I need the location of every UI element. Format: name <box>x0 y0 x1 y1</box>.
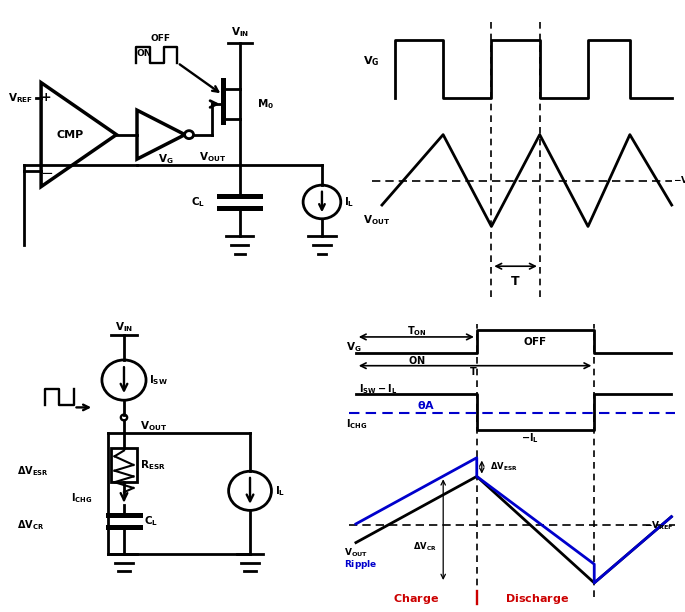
Text: $\mathbf{-I_L}$: $\mathbf{-I_L}$ <box>521 431 540 444</box>
Text: $\mathbf{-V_{REF}}$: $\mathbf{-V_{REF}}$ <box>673 174 685 187</box>
Text: CMP: CMP <box>57 130 84 140</box>
Text: $\mathbf{V_{OUT}}$: $\mathbf{V_{OUT}}$ <box>344 547 368 559</box>
Text: $\mathbf{V_{OUT}}$: $\mathbf{V_{OUT}}$ <box>362 214 390 227</box>
Text: $\mathbf{V_{REF}}$: $\mathbf{V_{REF}}$ <box>8 91 32 105</box>
Text: $\mathbf{C_L}$: $\mathbf{C_L}$ <box>145 514 158 528</box>
Text: $\mathbf{V_{OUT}}$: $\mathbf{V_{OUT}}$ <box>199 151 226 165</box>
Text: $\mathbf{I_{SW}-I_L}$: $\mathbf{I_{SW}-I_L}$ <box>359 382 397 395</box>
Text: $\mathbf{Charge}$: $\mathbf{Charge}$ <box>393 592 439 606</box>
Text: $\mathbf{T_{ON}}$: $\mathbf{T_{ON}}$ <box>407 324 426 338</box>
Text: $\mathbf{OFF}$: $\mathbf{OFF}$ <box>523 335 547 347</box>
Text: $\mathbf{I_L}$: $\mathbf{I_L}$ <box>345 195 355 209</box>
Text: $\mathbf{R_{ESR}}$: $\mathbf{R_{ESR}}$ <box>140 458 165 472</box>
Text: $\mathbf{T}$: $\mathbf{T}$ <box>469 365 477 378</box>
Text: $\mathbf{Discharge}$: $\mathbf{Discharge}$ <box>505 592 569 606</box>
Text: $\mathbf{I_{CHG}}$: $\mathbf{I_{CHG}}$ <box>346 417 367 431</box>
Text: $\mathbf{I_{SW}}$: $\mathbf{I_{SW}}$ <box>149 373 168 387</box>
Text: $\mathbf{-V_{REF}}$: $\mathbf{-V_{REF}}$ <box>643 519 673 532</box>
Text: $\mathbf{C_L}$: $\mathbf{C_L}$ <box>191 195 205 209</box>
Text: $-$: $-$ <box>40 164 53 179</box>
Text: $\mathbf{\Delta V_{ESR}}$: $\mathbf{\Delta V_{ESR}}$ <box>17 464 49 477</box>
Text: $\mathbf{V_{OUT}}$: $\mathbf{V_{OUT}}$ <box>140 419 167 433</box>
Text: $\mathbf{V_G}$: $\mathbf{V_G}$ <box>158 152 174 166</box>
Text: $\mathbf{V_G}$: $\mathbf{V_G}$ <box>362 54 379 68</box>
Text: $\mathbf{\Delta V_{CR}}$: $\mathbf{\Delta V_{CR}}$ <box>413 540 436 553</box>
Text: $\mathbf{\Delta V_{ESR}}$: $\mathbf{\Delta V_{ESR}}$ <box>490 461 518 473</box>
Text: $\mathbf{M_0}$: $\mathbf{M_0}$ <box>257 97 274 111</box>
FancyBboxPatch shape <box>112 448 136 482</box>
Text: $\mathbf{T}$: $\mathbf{T}$ <box>510 275 521 288</box>
Text: $\mathbf{V_G}$: $\mathbf{V_G}$ <box>346 340 362 354</box>
Text: $\mathbf{V_{IN}}$: $\mathbf{V_{IN}}$ <box>231 25 249 39</box>
Text: ON: ON <box>136 49 151 58</box>
Text: $\mathbf{\theta A}$: $\mathbf{\theta A}$ <box>417 400 436 411</box>
Text: $\mathbf{ON}$: $\mathbf{ON}$ <box>408 354 425 366</box>
Text: $\mathbf{V_{IN}}$: $\mathbf{V_{IN}}$ <box>115 320 133 334</box>
Circle shape <box>303 185 340 218</box>
Text: +: + <box>41 91 51 105</box>
Circle shape <box>229 471 271 510</box>
Text: $\mathbf{I_{CHG}}$: $\mathbf{I_{CHG}}$ <box>71 491 92 505</box>
Text: $\mathbf{I_L}$: $\mathbf{I_L}$ <box>275 484 286 498</box>
Text: OFF: OFF <box>151 34 171 43</box>
Circle shape <box>185 130 193 138</box>
Text: $\mathbf{\Delta V_{CR}}$: $\mathbf{\Delta V_{CR}}$ <box>17 518 44 532</box>
Text: $\mathbf{Ripple}$: $\mathbf{Ripple}$ <box>344 558 378 570</box>
Circle shape <box>102 360 146 400</box>
Circle shape <box>121 414 127 420</box>
